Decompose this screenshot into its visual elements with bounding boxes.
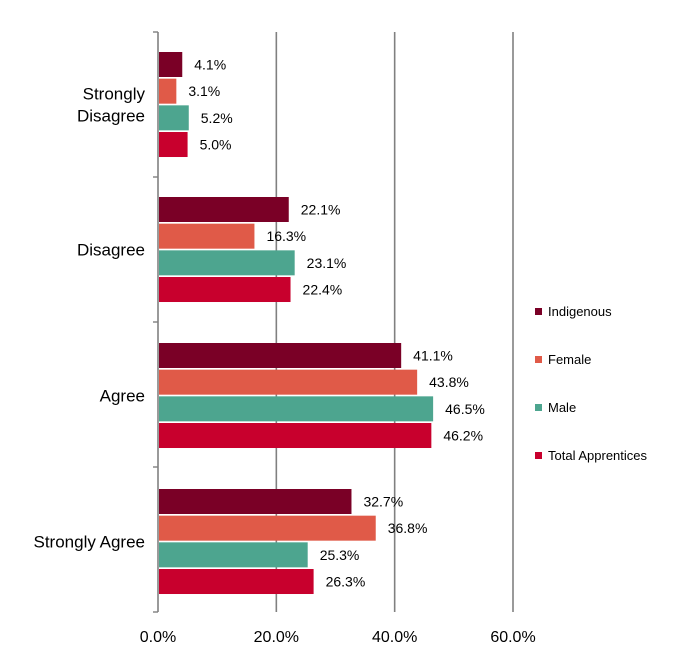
data-label: 43.8%: [429, 374, 469, 390]
bar: [159, 489, 352, 514]
data-label: 41.1%: [413, 348, 453, 364]
category-label: Agree: [100, 387, 145, 406]
bar: [159, 515, 376, 541]
bar: [159, 277, 291, 303]
bar: [159, 132, 188, 158]
x-tick-label: 20.0%: [254, 629, 299, 646]
data-label: 5.2%: [201, 110, 233, 126]
category-label: Strongly Agree: [33, 533, 145, 552]
bar: [159, 369, 418, 395]
data-label: 46.2%: [443, 428, 483, 444]
data-label: 36.8%: [388, 520, 428, 536]
data-label: 32.7%: [363, 494, 403, 510]
x-tick-label: 60.0%: [490, 629, 535, 646]
x-tick-label: 0.0%: [140, 629, 176, 646]
legend-label: Total Apprentices: [548, 448, 648, 463]
data-label: 22.1%: [301, 202, 341, 218]
bar: [159, 78, 177, 104]
bar: [159, 542, 308, 568]
bar: [159, 223, 255, 249]
x-tick-label: 40.0%: [372, 629, 417, 646]
bar: [159, 197, 289, 222]
bar: [159, 343, 402, 368]
data-label: 23.1%: [307, 255, 347, 271]
legend-label: Male: [548, 400, 576, 415]
bar: [159, 423, 432, 449]
legend-swatch: [535, 356, 542, 363]
bar: [159, 52, 183, 77]
data-label: 46.5%: [445, 401, 485, 417]
category-label: Disagree: [77, 241, 145, 260]
data-label: 16.3%: [266, 228, 306, 244]
bar: [159, 105, 189, 131]
data-label: 25.3%: [320, 547, 360, 563]
legend-swatch: [535, 404, 542, 411]
data-label: 26.3%: [326, 574, 366, 590]
legend-label: Female: [548, 352, 591, 367]
bar: [159, 396, 434, 422]
data-label: 4.1%: [194, 57, 226, 73]
data-label: 22.4%: [303, 282, 343, 298]
data-label: 3.1%: [188, 83, 220, 99]
category-label: Strongly: [83, 85, 146, 104]
legend-label: Indigenous: [548, 304, 612, 319]
data-label: 5.0%: [200, 137, 232, 153]
legend-swatch: [535, 308, 542, 315]
legend-swatch: [535, 452, 542, 459]
category-label: Disagree: [77, 107, 145, 126]
bar: [159, 250, 295, 276]
bar: [159, 569, 314, 595]
